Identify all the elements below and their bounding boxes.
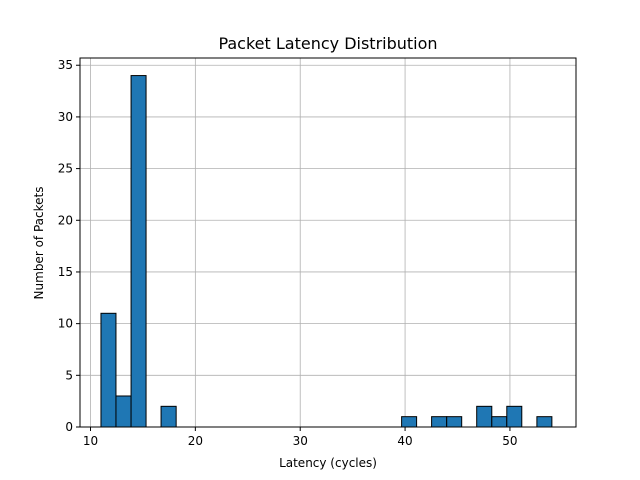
- y-tick-label: 20: [58, 213, 73, 227]
- histogram-bar: [446, 416, 463, 428]
- x-axis-label: Latency (cycles): [279, 456, 377, 470]
- y-tick-label: 25: [58, 162, 73, 176]
- y-tick-label: 0: [65, 420, 73, 434]
- histogram-bar: [506, 405, 523, 428]
- x-tick-label: 30: [293, 434, 308, 448]
- y-tick-label: 30: [58, 110, 73, 124]
- x-tick-label: 50: [502, 434, 517, 448]
- y-tick-label: 35: [58, 58, 73, 72]
- chart-title: Packet Latency Distribution: [218, 34, 437, 53]
- plot-area-frame: [79, 57, 577, 428]
- histogram-bar: [160, 405, 177, 428]
- histogram-bar: [476, 405, 493, 428]
- histogram-bar: [536, 416, 553, 428]
- histogram-bar: [491, 416, 508, 428]
- y-tick-label: 10: [58, 317, 73, 331]
- histogram-bar: [401, 416, 418, 428]
- histogram-bar: [130, 75, 147, 428]
- histogram-bar: [100, 312, 117, 428]
- x-tick-label: 20: [188, 434, 203, 448]
- x-tick-label: 10: [83, 434, 98, 448]
- y-tick-label: 15: [58, 265, 73, 279]
- y-tick-label: 5: [65, 368, 73, 382]
- histogram-bar: [115, 395, 132, 428]
- histogram-bar: [431, 416, 448, 428]
- x-tick-label: 40: [397, 434, 412, 448]
- y-axis-label: Number of Packets: [32, 187, 46, 300]
- axis-ticks: 10 20 30 40 50 0 5 10 15 20 25 30 35: [58, 58, 518, 448]
